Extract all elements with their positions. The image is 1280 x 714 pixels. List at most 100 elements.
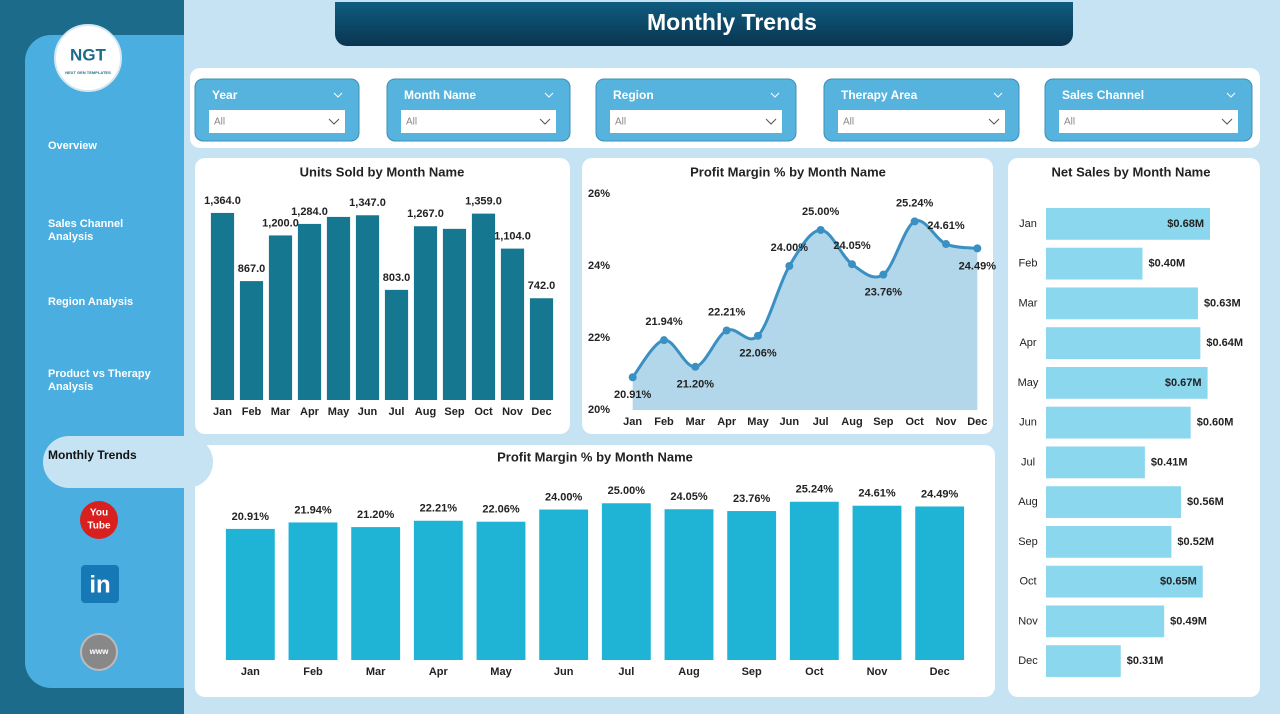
- bar: [413, 520, 463, 660]
- bar: [225, 528, 275, 660]
- nav-label[interactable]: Monthly Trends: [48, 449, 137, 462]
- x-tick-label: Jul: [813, 416, 829, 428]
- marker: [785, 262, 794, 270]
- dropdown[interactable]: [209, 110, 345, 133]
- x-tick-label: Oct: [905, 416, 924, 428]
- data-label: 1,359.0: [465, 196, 502, 208]
- bar: [529, 298, 554, 400]
- y-tick-label: Mar: [1019, 297, 1038, 309]
- x-tick-label: Nov: [936, 416, 958, 428]
- y-tick-label: Aug: [1018, 496, 1038, 508]
- data-label: 1,347.0: [349, 197, 386, 209]
- data-label: 1,104.0: [494, 231, 531, 243]
- x-tick-label: Oct: [474, 406, 493, 418]
- dropdown[interactable]: [1059, 110, 1238, 133]
- bar: [1046, 486, 1182, 519]
- bar: [239, 281, 264, 400]
- data-label: 24.00%: [545, 491, 583, 503]
- data-label: $0.68M: [1167, 218, 1204, 230]
- chevron: [765, 118, 777, 125]
- data-label: 22.06%: [482, 504, 520, 516]
- youtube-text: Tube: [87, 521, 111, 532]
- x-tick-label: Jan: [241, 666, 260, 678]
- filter-label: Region: [613, 88, 654, 102]
- filter-value: All: [1064, 117, 1075, 128]
- data-label: 24.49%: [921, 488, 959, 500]
- data-label: 24.61%: [858, 488, 896, 500]
- bar: [500, 248, 525, 400]
- chevron: [333, 92, 343, 98]
- data-label: $0.63M: [1204, 297, 1241, 309]
- data-label: $0.41M: [1151, 456, 1188, 468]
- data-label: $0.40M: [1148, 258, 1185, 270]
- nav-label[interactable]: Overview: [48, 140, 97, 152]
- data-label: 21.94%: [294, 504, 332, 516]
- web-icon[interactable]: [80, 633, 118, 671]
- x-tick-label: May: [328, 406, 350, 418]
- logo-mark: NGT: [70, 45, 107, 64]
- y-tick-label: 22%: [588, 332, 610, 344]
- filter-value: All: [406, 117, 417, 128]
- bar: [471, 213, 496, 400]
- bar: [789, 501, 839, 660]
- data-label: 23.76%: [733, 493, 771, 505]
- data-label: 24.49%: [959, 260, 997, 272]
- nav-item[interactable]: Product vs Therapy Analysis: [48, 368, 158, 398]
- chevron: [1221, 118, 1233, 125]
- marker: [660, 336, 668, 345]
- nav-item[interactable]: Sales Channel Analysis: [48, 218, 158, 248]
- bar: [1046, 327, 1201, 360]
- linkedin-icon[interactable]: [81, 565, 119, 603]
- chevron: [988, 118, 1000, 125]
- x-tick-label: Apr: [717, 416, 737, 428]
- marker: [848, 260, 856, 269]
- x-tick-label: Dec: [967, 416, 987, 428]
- nav-item[interactable]: Monthly Trends: [48, 449, 158, 479]
- web-text: www: [89, 647, 109, 656]
- data-label: 867.0: [238, 263, 266, 275]
- y-tick-label: 24%: [588, 260, 610, 272]
- nav-item[interactable]: Overview: [48, 140, 158, 170]
- marker: [942, 240, 950, 249]
- nav-label[interactable]: Region Analysis: [48, 296, 134, 308]
- x-tick-label: Mar: [271, 406, 291, 418]
- bar: [297, 223, 322, 400]
- y-tick-label: Nov: [1018, 615, 1038, 627]
- nav-selected-tab: [43, 436, 213, 488]
- title-banner: [335, 2, 1073, 46]
- marker: [754, 331, 762, 340]
- chevron: [328, 118, 340, 125]
- nav-label[interactable]: Product vs Therapy Analysis: [48, 368, 151, 393]
- x-tick-label: Aug: [678, 666, 699, 678]
- bar: [442, 228, 467, 400]
- data-label: $0.31M: [1127, 655, 1164, 667]
- x-tick-label: May: [490, 666, 512, 678]
- x-tick-label: Aug: [841, 416, 862, 428]
- x-tick-label: Dec: [531, 406, 551, 418]
- bar: [351, 527, 401, 660]
- data-label: 21.20%: [677, 379, 715, 391]
- x-tick-label: Jun: [358, 406, 378, 418]
- data-label: $0.52M: [1177, 536, 1214, 548]
- youtube-icon[interactable]: [80, 501, 118, 539]
- data-label: 24.61%: [927, 220, 965, 232]
- x-tick-label: Nov: [502, 406, 524, 418]
- marker: [910, 217, 919, 226]
- dropdown[interactable]: [838, 110, 1005, 133]
- data-label: 21.20%: [357, 509, 395, 521]
- data-label: $0.49M: [1170, 615, 1207, 627]
- y-tick-label: Jan: [1019, 218, 1037, 230]
- chart-title: Units Sold by Month Name: [300, 164, 465, 179]
- x-tick-label: Mar: [686, 416, 706, 428]
- dropdown[interactable]: [401, 110, 556, 133]
- y-tick-label: Jul: [1021, 456, 1035, 468]
- dropdown[interactable]: [610, 110, 782, 133]
- data-label: 21.94%: [645, 316, 683, 328]
- filter-label: Sales Channel: [1062, 88, 1144, 102]
- marker: [816, 226, 825, 234]
- nav-label[interactable]: Sales Channel Analysis: [48, 218, 124, 243]
- data-label: $0.65M: [1160, 576, 1197, 588]
- nav-item[interactable]: Region Analysis: [48, 296, 158, 326]
- data-label: 742.0: [528, 280, 556, 292]
- data-label: 20.91%: [232, 511, 270, 523]
